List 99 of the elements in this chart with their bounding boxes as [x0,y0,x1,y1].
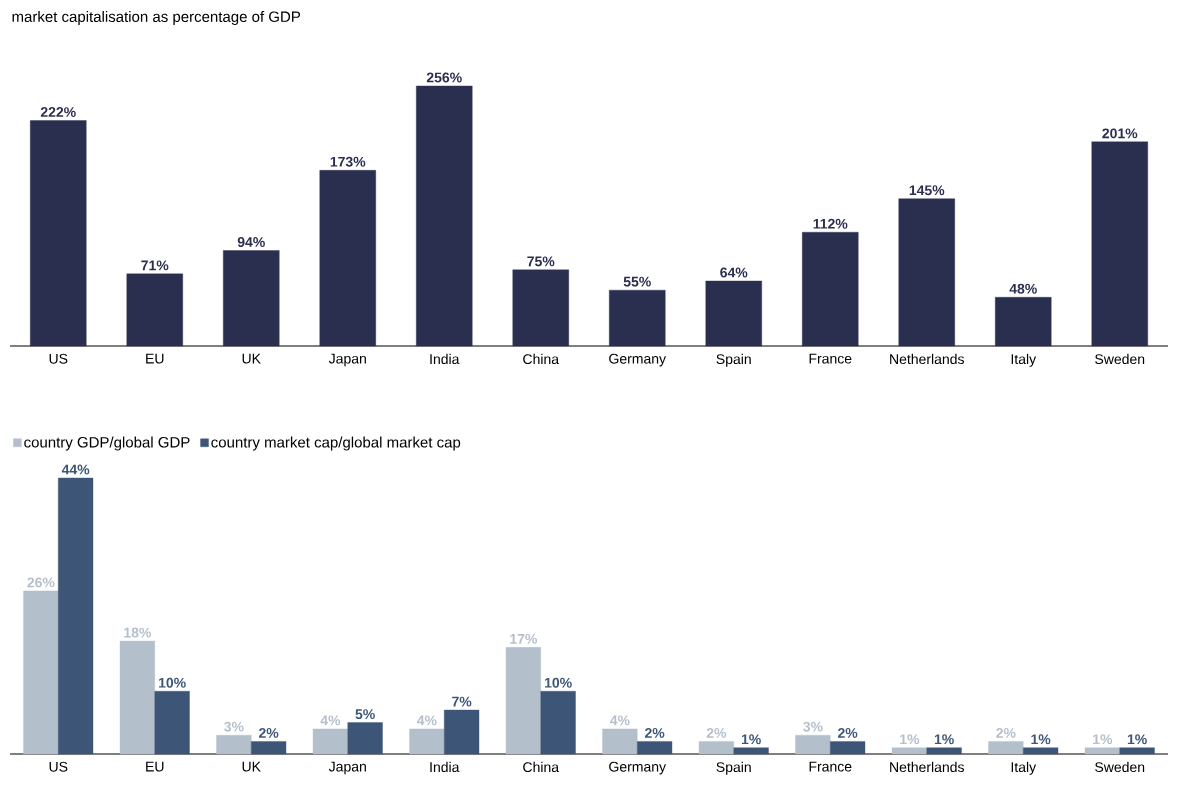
x-tick-label: US [49,353,68,364]
bar [312,728,348,755]
bar [444,709,480,755]
data-label: 7% [452,696,472,707]
x-tick-label: Japan [328,761,366,775]
bar [409,728,445,755]
bar [1084,747,1120,755]
bar [926,747,962,755]
bar [119,640,155,755]
data-label: 17% [510,633,538,644]
data-label: 18% [124,627,152,638]
data-label: 4% [609,715,630,726]
bar [602,728,638,755]
data-label: 256% [426,72,462,83]
data-label: 173% [330,156,366,167]
data-label: 3% [803,721,823,732]
x-tick-label: Sweden [1095,761,1145,773]
data-label: 10% [159,677,186,688]
bar [58,477,94,755]
bar [705,280,762,347]
x-tick-label: UK [242,353,261,364]
data-label: 5% [355,709,375,720]
data-label: 71% [141,260,169,271]
bar [898,198,955,347]
x-tick-label: Italy [1011,353,1037,367]
x-tick-label: EU [146,761,164,772]
x-tick-label: Netherlands [890,761,964,773]
x-tick-label: EU [146,353,164,364]
bar [319,170,376,347]
bar [802,232,859,347]
data-label: 4% [320,715,341,726]
bar [505,647,541,755]
data-label: 2% [996,728,1016,738]
bar [698,741,734,755]
data-label: 2% [838,728,858,738]
x-tick-label: Spain [716,353,751,367]
bar [1119,747,1155,755]
bar [540,691,576,755]
data-label: 4% [416,715,437,726]
bar [1091,141,1148,347]
x-tick-label: India [430,353,460,365]
data-label: 2% [645,728,665,738]
data-label: 1% [900,734,920,745]
data-label: 48% [1009,283,1037,294]
bar [347,722,383,755]
bar [830,741,866,755]
data-label: 1% [1031,734,1051,745]
data-label: 201% [1102,128,1138,139]
data-label: 94% [237,237,265,247]
bar [126,273,183,347]
bar [416,85,473,347]
bar [795,734,831,755]
data-label: 1% [1093,734,1113,745]
bar [30,120,87,347]
data-label: 44% [61,464,90,475]
data-label: 145% [909,185,945,196]
x-tick-label: Sweden [1095,353,1145,365]
data-label: 10% [545,677,572,688]
x-tick-label: China [523,761,560,773]
bar [995,297,1052,347]
x-tick-label: Netherlands [890,353,964,365]
data-label: 1% [741,734,761,745]
bar [223,250,280,347]
x-tick-label: Italy [1011,761,1037,775]
bar [23,590,59,755]
x-tick-label: Germany [609,353,667,367]
data-label: 75% [527,256,555,267]
bar [1023,747,1059,755]
bar [891,747,927,755]
bar [154,691,190,755]
legend-label: country GDP/global GDP [24,436,190,451]
x-tick-label: France [809,353,852,364]
bar [251,741,287,755]
bar [609,289,666,347]
data-label: 55% [623,276,651,287]
x-tick-label: US [49,761,68,772]
data-label: 2% [706,728,727,738]
data-label: 1% [934,734,954,745]
chart-title: market capitalisation as percentage of GDP [12,10,301,25]
bar [733,747,769,755]
data-label: 3% [224,721,244,732]
data-label: 2% [259,728,279,738]
bar [988,741,1024,755]
data-label: 1% [1127,734,1147,745]
x-tick-label: France [809,761,852,772]
x-tick-label: Germany [609,761,667,775]
bar [216,734,252,755]
x-tick-label: Spain [716,761,751,775]
data-label: 222% [40,107,76,117]
x-tick-label: India [430,761,460,773]
x-tick-label: UK [242,761,261,772]
x-tick-label: Japan [328,353,366,367]
data-label: 112% [813,218,848,229]
data-label: 26% [27,577,55,588]
bar [512,269,569,347]
data-label: 64% [720,267,748,278]
x-tick-label: China [523,353,560,365]
bar [637,741,673,755]
legend-label: country market cap/global market cap [211,436,461,451]
